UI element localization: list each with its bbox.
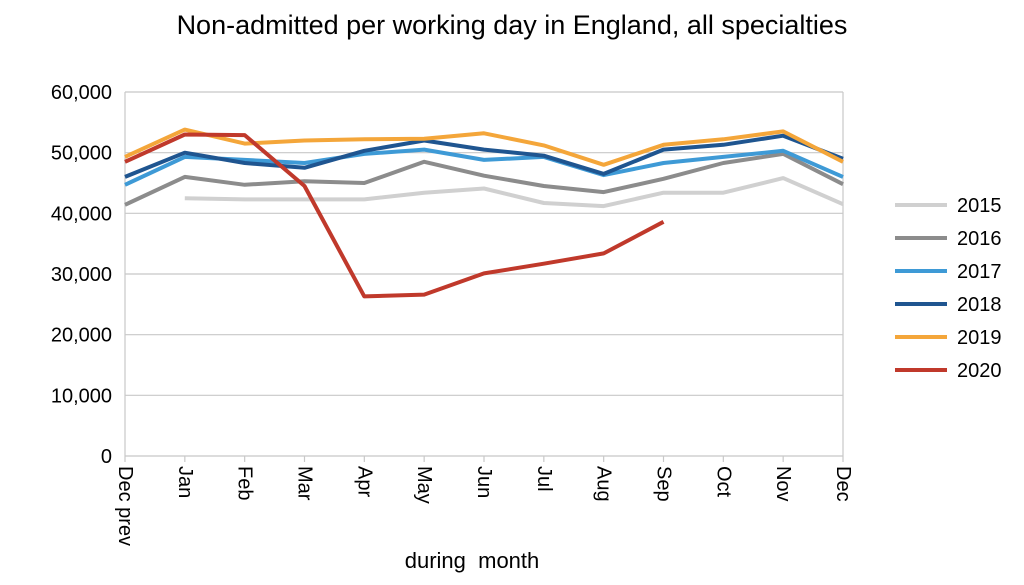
legend-label-2016: 2016 <box>957 228 1002 250</box>
legend-label-2018: 2018 <box>957 294 1002 316</box>
series-lines <box>124 127 844 299</box>
axes <box>124 92 844 462</box>
y-tick-label: 60,000 <box>51 82 112 104</box>
series-line-2019 <box>124 127 844 167</box>
legend: 2015 2016 2017 2018 2019 2020 <box>895 195 1002 382</box>
x-tick-label: Jul <box>533 466 555 492</box>
x-tick-label: Mar <box>294 466 316 501</box>
x-axis-label: during month <box>405 548 540 573</box>
x-tick-label: Jun <box>473 466 495 498</box>
series-line-2015 <box>184 176 844 209</box>
series-line-2020 <box>124 132 665 299</box>
legend-label-2017: 2017 <box>957 261 1002 283</box>
legend-label-2020: 2020 <box>957 360 1002 382</box>
chart-title: Non-admitted per working day in England,… <box>176 10 848 40</box>
y-tick-label: 40,000 <box>51 203 112 225</box>
series-line-2017 <box>124 147 844 187</box>
x-axis-ticks: Dec prev Jan Feb Mar Apr May Jun Jul Aug Sep Oct No… <box>114 466 854 546</box>
y-tick-label: 50,000 <box>51 143 112 165</box>
y-tick-label: 30,000 <box>51 264 112 286</box>
x-tick-label: Sep <box>653 466 675 502</box>
legend-label-2019: 2019 <box>957 327 1002 349</box>
x-tick-label: Aug <box>593 466 615 502</box>
x-tick-label: Dec prev <box>114 466 136 546</box>
y-tick-label: 20,000 <box>51 325 112 347</box>
series-line-2016 <box>124 151 844 207</box>
x-tick-label: Jan <box>174 466 196 498</box>
y-tick-label: 0 <box>101 446 112 468</box>
y-axis-ticks: 0 10,000 20,000 30,000 40,000 50,000 60,000 <box>51 82 112 468</box>
x-tick-label: May <box>413 466 435 504</box>
x-tick-label: Dec <box>832 466 854 502</box>
x-tick-label: Nov <box>772 466 794 502</box>
y-tick-label: 10,000 <box>51 385 112 407</box>
series-line-2018 <box>124 133 844 179</box>
x-tick-label: Oct <box>712 466 734 498</box>
x-tick-label: Apr <box>353 466 375 497</box>
legend-label-2015: 2015 <box>957 195 1002 217</box>
x-tick-label: Feb <box>234 466 256 500</box>
